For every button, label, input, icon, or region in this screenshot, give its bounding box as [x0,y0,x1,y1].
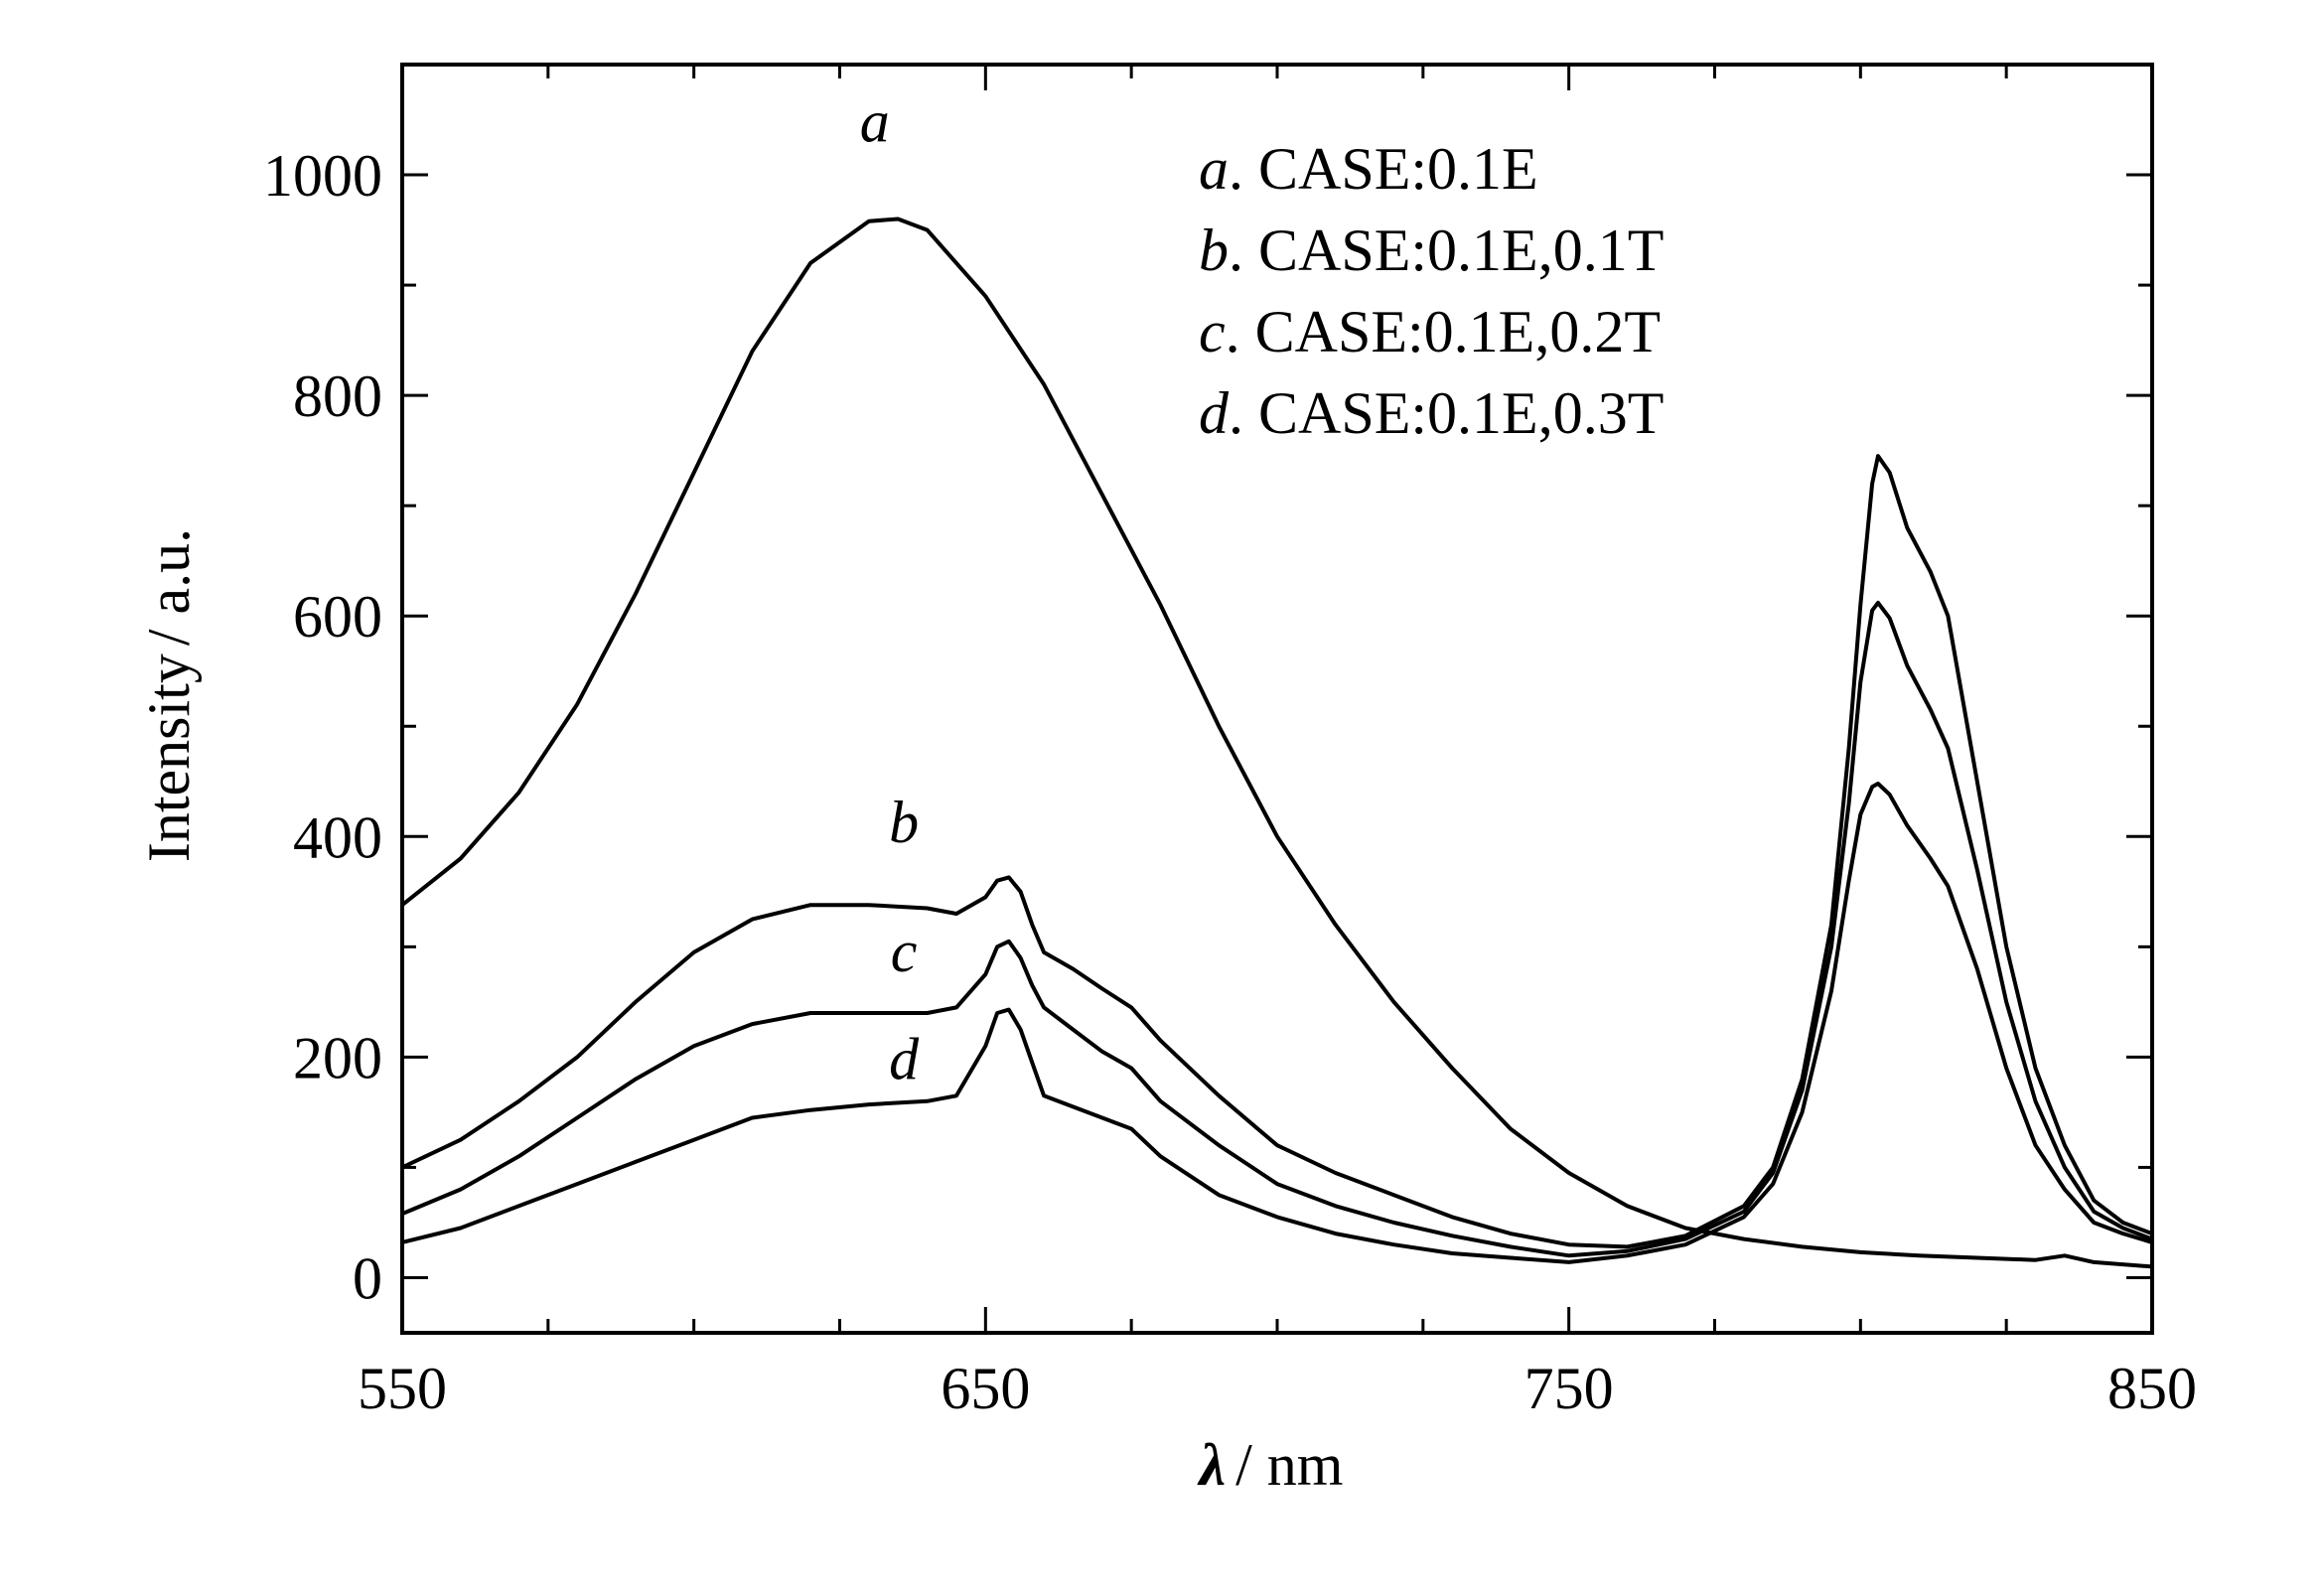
legend-text-c: . CASE:0.1E,0.2T [1226,299,1661,364]
legend-key-d: d [1199,380,1230,446]
series-line-a [400,217,2153,1269]
series-label-c: c [891,919,918,984]
series-label-b: b [889,790,919,855]
y-axis-unit: / a.u. [136,528,202,646]
y-tick-label: 1000 [263,143,382,209]
series-label-a: a [860,89,890,155]
series-layer [400,217,2153,1269]
series-labels: a bcd [860,89,920,1092]
legend-text-a: . CASE:0.1E [1229,136,1538,202]
x-axis-unit: / nm [1235,1432,1343,1498]
y-axis-title: Intensity / a.u. [136,528,202,862]
series-line-b [401,454,2153,1249]
legend-key-a: a [1199,136,1229,202]
x-axis-title: λ / nm [1197,1432,1344,1498]
legend-entry-a: a. CASE:0.1E [1199,136,1538,202]
legend-key-b: b [1199,218,1229,283]
axis-tick-labels: 550 650 750 850 0 200 400 600 800 1000 [263,143,2197,1421]
x-tick-label: 550 [358,1356,447,1421]
series-label-d: d [889,1027,920,1092]
legend-entry-b: b. CASE:0.1E,0.1T [1199,218,1664,283]
y-tick-label: 600 [293,584,382,650]
legend-key-c: c [1199,299,1226,364]
plot-frame [400,63,2154,1335]
y-tick-label: 0 [353,1245,382,1311]
x-axis-symbol: λ [1197,1432,1227,1498]
legend-text-b: . CASE:0.1E,0.1T [1229,218,1664,283]
series-line-d [401,782,2153,1264]
legend-entry-c: c. CASE:0.1E,0.2T [1199,299,1661,364]
legend: a. CASE:0.1E b. CASE:0.1E,0.1T c. CASE:0… [1199,136,1664,446]
y-tick-label: 800 [293,363,382,429]
y-tick-label: 400 [293,804,382,870]
legend-text-d: . CASE:0.1E,0.3T [1229,380,1664,446]
x-tick-label: 750 [1524,1356,1614,1421]
x-tick-label: 850 [2107,1356,2197,1421]
legend-entry-d: d. CASE:0.1E,0.3T [1199,380,1664,446]
y-axis-label: Intensity [136,653,202,862]
x-tick-label: 650 [941,1356,1030,1421]
y-tick-label: 200 [293,1025,382,1090]
series-line-c [401,600,2153,1258]
